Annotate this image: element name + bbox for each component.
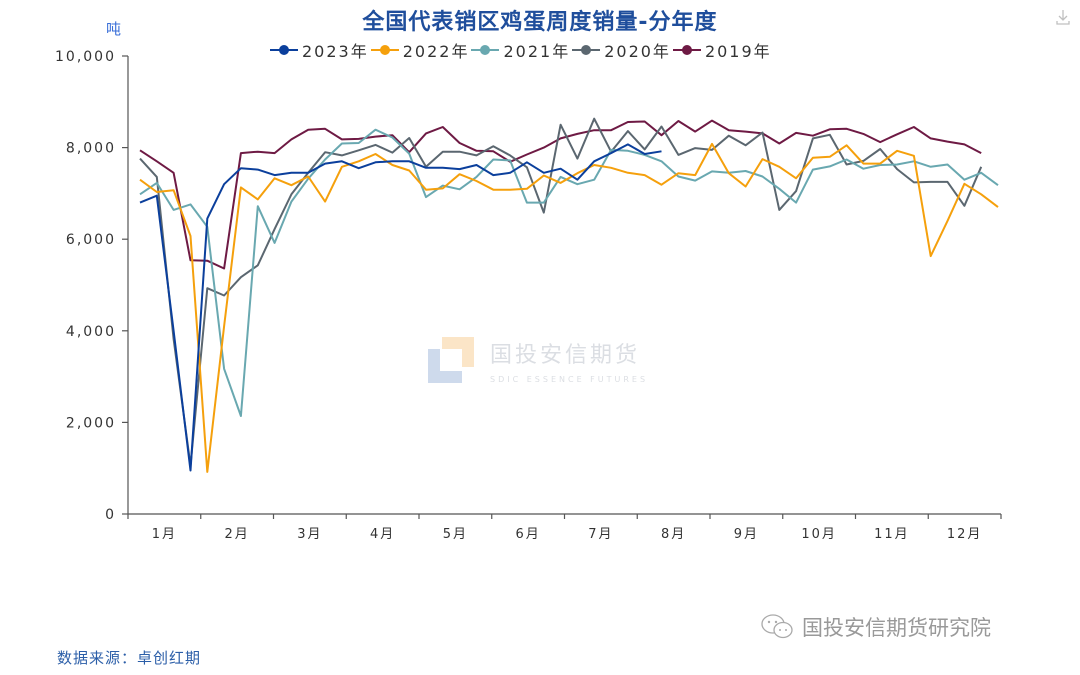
series-line-2023年 [139, 143, 662, 472]
svg-text:3月: 3月 [297, 527, 322, 542]
svg-text:6,000: 6,000 [66, 232, 116, 248]
series-line-2019年 [139, 119, 982, 270]
svg-text:8月: 8月 [661, 527, 686, 542]
svg-text:1月: 1月 [152, 527, 177, 542]
legend-label: 2022年 [402, 42, 470, 61]
chart-legend: 2023年 2022年 2021年 2020年 2019年 [270, 38, 774, 62]
legend-item: 2019年 [672, 38, 772, 62]
legend-item: 2021年 [471, 38, 570, 62]
series-line-2022年 [139, 142, 999, 473]
svg-text:10,000: 10,000 [55, 49, 116, 65]
series-line-2021年 [139, 128, 999, 417]
svg-text:4月: 4月 [370, 527, 395, 542]
legend-label: 2023年 [302, 42, 369, 61]
legend-marker-icon [370, 44, 399, 56]
svg-text:12月: 12月 [947, 527, 983, 542]
legend-item: 2022年 [370, 38, 470, 62]
watermark-cn: 国投安信期货 [490, 342, 641, 368]
svg-text:2月: 2月 [224, 527, 249, 542]
legend-label: 2021年 [503, 42, 571, 61]
wechat-icon [761, 614, 793, 639]
svg-text:10月: 10月 [801, 527, 837, 542]
svg-text:4,000: 4,000 [66, 324, 116, 340]
svg-text:6月: 6月 [515, 527, 540, 542]
data-source: 数据来源：卓创红期 [57, 649, 202, 667]
legend-label: 2020年 [604, 42, 671, 61]
legend-marker-icon [672, 44, 701, 56]
svg-text:7月: 7月 [588, 527, 613, 542]
svg-text:9月: 9月 [734, 527, 759, 542]
brand-signature: 国投安信期货研究院 [760, 612, 991, 642]
y-axis-unit: 吨 [106, 20, 122, 38]
watermark-en: SDIC ESSENCE FUTURES [490, 374, 649, 384]
series-line-2020年 [139, 117, 983, 467]
legend-item: 2020年 [572, 38, 671, 62]
svg-text:11月: 11月 [874, 527, 910, 542]
line-chart: 0 2,000 4,000 6,000 8,000 10,000 1月 2月 3月 4月 5月 6月 7… [55, 49, 1002, 542]
legend-marker-icon [572, 44, 601, 56]
brand-name: 国投安信期货研究院 [802, 616, 991, 640]
download-icon[interactable] [1054, 8, 1072, 26]
svg-text:2,000: 2,000 [66, 415, 116, 431]
watermark: 国投安信期货 SDIC ESSENCE FUTURES [428, 335, 648, 385]
legend-label: 2019年 [704, 42, 772, 61]
sdic-logo-icon [428, 337, 474, 383]
chart-title: 全国代表销区鸡蛋周度销量-分年度 [362, 10, 718, 35]
legend-marker-icon [471, 44, 500, 56]
svg-text:0: 0 [105, 507, 116, 523]
svg-text:8,000: 8,000 [66, 141, 116, 157]
legend-marker-icon [270, 44, 298, 56]
svg-text:5月: 5月 [443, 527, 468, 542]
legend-item: 2023年 [270, 38, 369, 62]
